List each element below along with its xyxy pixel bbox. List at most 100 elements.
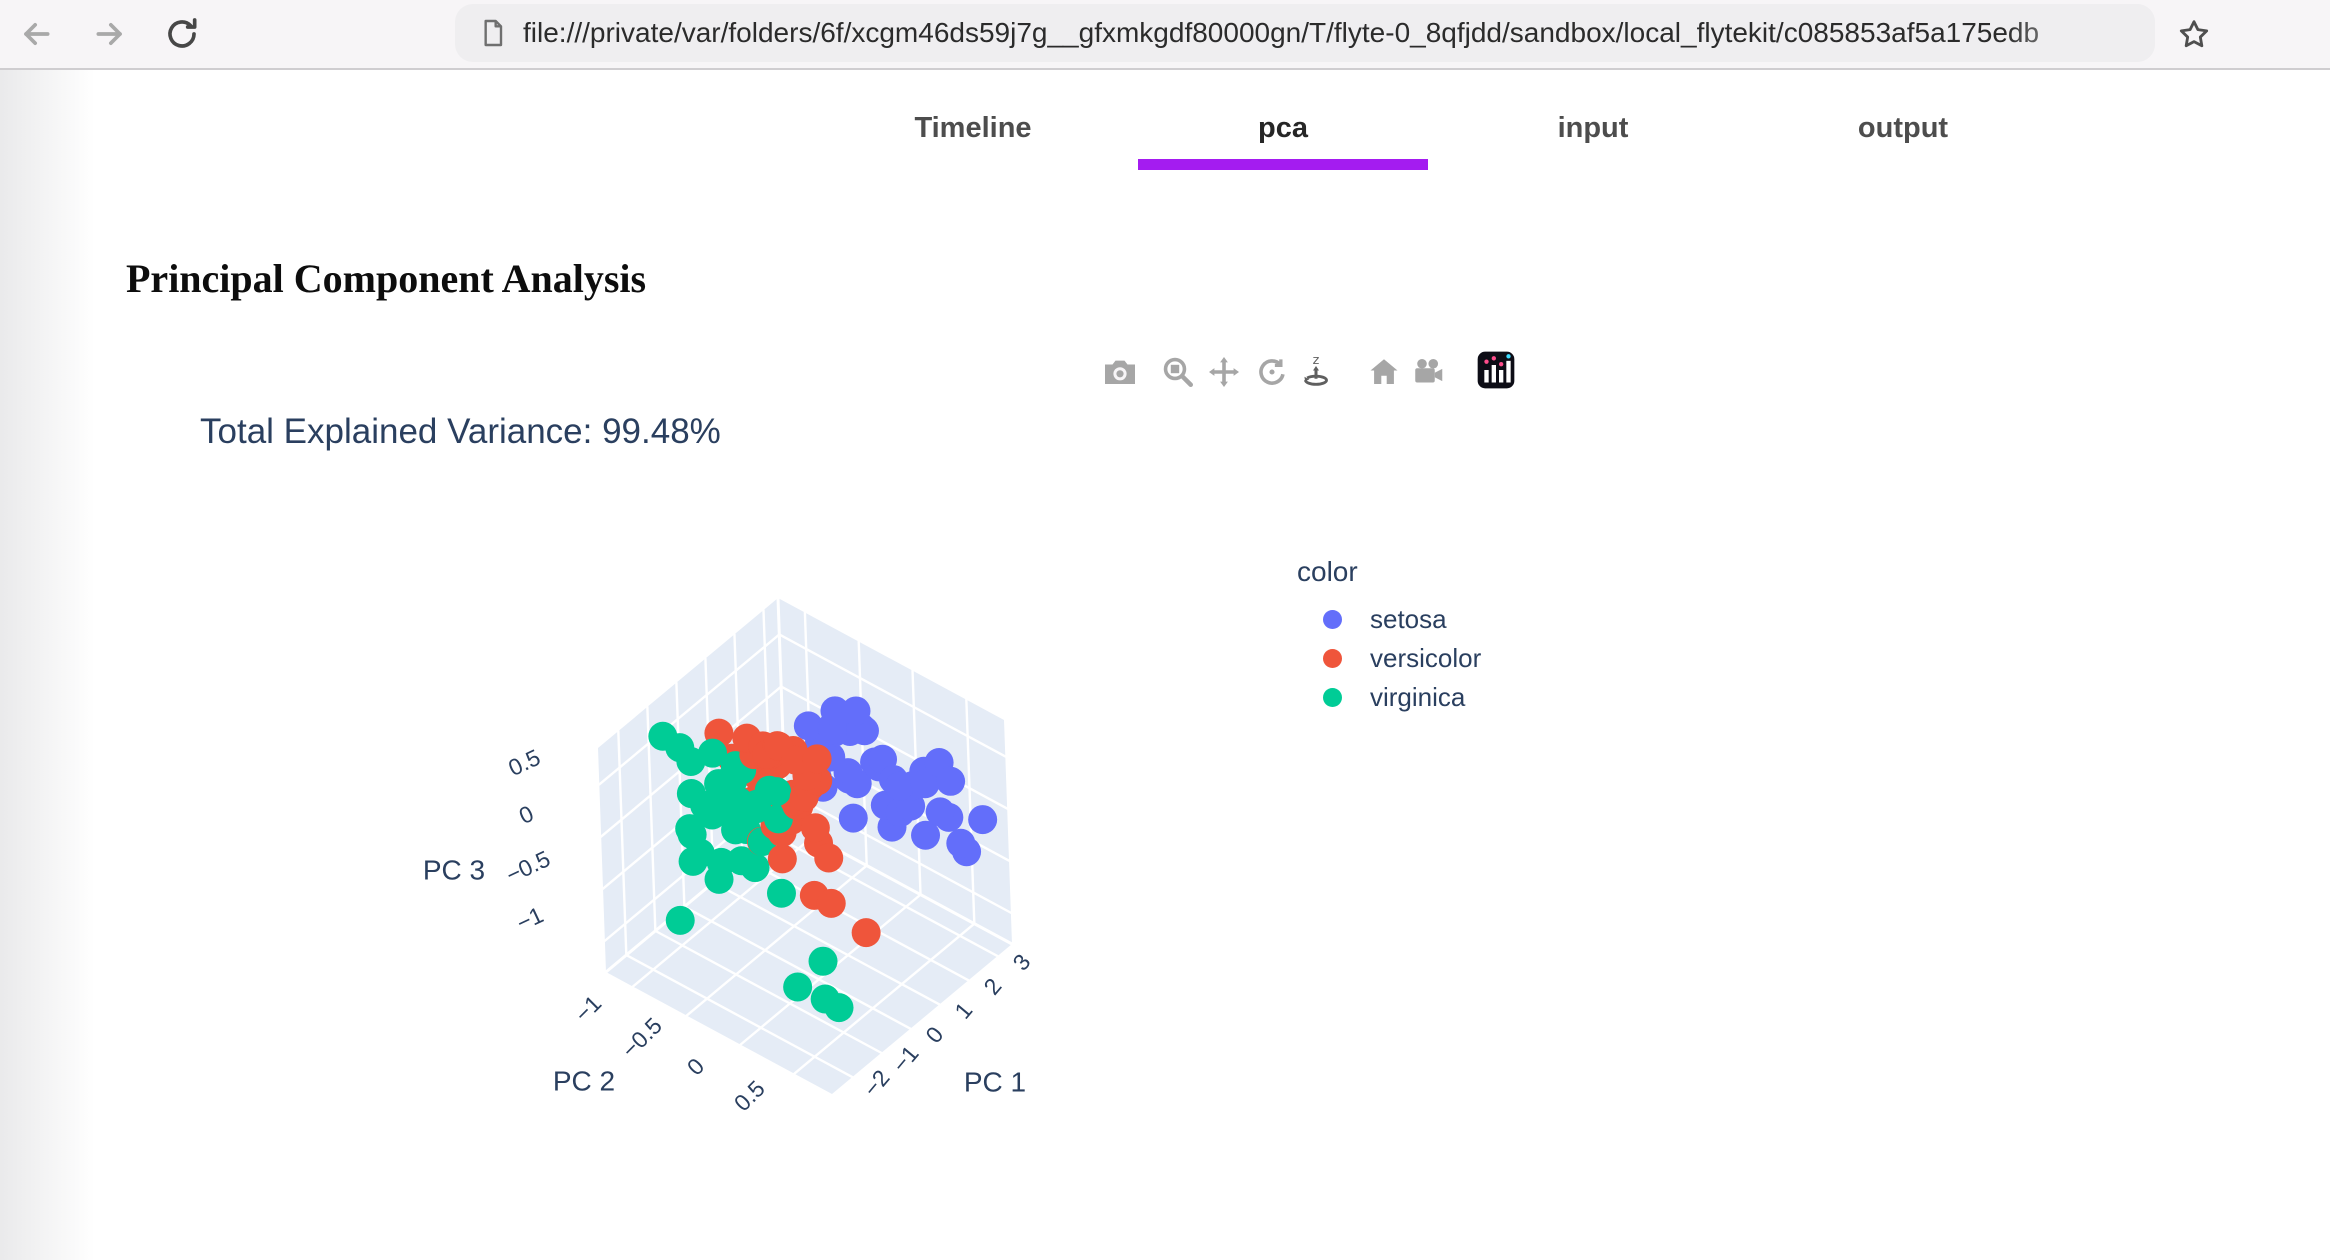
deck-tab-bar: Timeline pca input output <box>818 108 2058 178</box>
data-point-setosa <box>885 771 915 801</box>
browser-toolbar: file:///private/var/folders/6f/xcgm46ds5… <box>0 0 2330 70</box>
x-tick-label: 3 <box>1007 949 1035 976</box>
legend-swatch-setosa <box>1323 610 1342 629</box>
data-point-setosa <box>968 805 998 835</box>
data-point-virginica <box>766 878 796 908</box>
left-edge-shadow <box>0 70 95 1260</box>
plotly-logo-button[interactable] <box>1476 350 1516 390</box>
svg-text:z: z <box>1313 354 1320 368</box>
y-axis-title: PC 2 <box>553 1066 615 1097</box>
bookmark-star-button[interactable] <box>2172 13 2216 57</box>
grid-line <box>778 633 1007 758</box>
legend-swatch-versicolor <box>1323 649 1342 668</box>
orbit-rotation-button[interactable] <box>1252 352 1292 392</box>
data-point-setosa <box>842 769 872 799</box>
chart-legend: color setosa versicolor virginica <box>1297 556 1481 717</box>
back-button[interactable] <box>14 12 58 56</box>
grid-line <box>598 633 781 786</box>
legend-title: color <box>1297 556 1358 587</box>
url-fade <box>2005 4 2155 62</box>
data-point-virginica <box>762 777 792 807</box>
data-point-setosa <box>911 820 941 850</box>
y-tick-label: −0.5 <box>616 1012 666 1062</box>
tab-timeline[interactable]: Timeline <box>818 108 1128 178</box>
tab-output-label: output <box>1857 112 1949 144</box>
data-point-versicolor <box>802 744 832 774</box>
bookmark-star-icon <box>2179 20 2209 48</box>
data-point-virginica <box>675 814 705 844</box>
tab-input[interactable]: input <box>1438 108 1748 178</box>
y-tick-label: 0.5 <box>729 1075 770 1116</box>
data-point-versicolor <box>851 918 881 948</box>
data-point-virginica <box>808 946 838 976</box>
reload-icon <box>168 18 197 48</box>
tab-input-label: input <box>1557 112 1629 144</box>
z-tick-label: 0 <box>515 800 538 829</box>
data-point-setosa <box>838 803 868 833</box>
x-tick-label: 0 <box>920 1021 948 1048</box>
orbit-rotation-icon <box>1259 359 1285 385</box>
z-tick-label: 0.5 <box>504 744 544 781</box>
tab-pca[interactable]: pca <box>1128 108 1438 178</box>
x-axis-title: PC 1 <box>964 1067 1026 1098</box>
y-tick-label: −1 <box>569 990 606 1027</box>
legend-label-setosa: setosa <box>1370 604 1447 634</box>
x-tick-label: 1 <box>949 997 977 1024</box>
data-point-setosa <box>910 769 940 799</box>
magnifier-zoom-icon <box>1163 357 1193 387</box>
data-point-virginica <box>783 972 813 1002</box>
pan-button[interactable] <box>1204 352 1244 392</box>
legend-item-versicolor[interactable]: versicolor <box>1297 639 1481 678</box>
data-point-virginica <box>824 993 854 1023</box>
data-point-virginica <box>698 738 728 768</box>
legend-item-virginica[interactable]: virginica <box>1297 678 1481 717</box>
active-tab-indicator <box>1138 159 1428 170</box>
page-title: Principal Component Analysis <box>126 256 647 301</box>
data-point-setosa <box>820 696 850 726</box>
data-point-setosa <box>946 828 976 858</box>
z-tick-label: −1 <box>513 901 548 936</box>
reload-button[interactable] <box>160 12 204 56</box>
data-point-versicolor <box>814 843 844 873</box>
y-tick-label: 0 <box>682 1053 709 1080</box>
tab-pca-label: pca <box>1258 112 1308 144</box>
pan-arrows-icon <box>1209 357 1239 387</box>
home-icon <box>1370 359 1398 384</box>
data-point-setosa <box>936 766 966 796</box>
chart-title: Total Explained Variance: 99.48% <box>200 412 721 451</box>
legend-item-setosa[interactable]: setosa <box>1297 600 1481 639</box>
grid-line <box>779 685 1009 810</box>
data-point-versicolor <box>800 813 830 843</box>
camera-icon <box>1105 360 1135 384</box>
tab-output[interactable]: output <box>1748 108 2058 178</box>
data-point-versicolor <box>767 844 797 874</box>
grid-line <box>783 789 1013 914</box>
data-point-virginica <box>740 853 770 883</box>
tab-timeline-label: Timeline <box>914 112 1032 144</box>
data-point-setosa <box>793 711 823 741</box>
grid-line <box>793 922 976 1075</box>
z-axis-title: PC 3 <box>423 855 485 886</box>
turntable-rotation-icon: z <box>1304 354 1328 386</box>
page-document-icon <box>484 19 503 47</box>
data-point-versicolor <box>781 745 811 775</box>
data-point-setosa <box>841 696 871 726</box>
zoom-button[interactable] <box>1158 352 1198 392</box>
reset-camera-home-button[interactable] <box>1364 352 1404 392</box>
x-tick-label: −2 <box>858 1065 895 1102</box>
data-point-versicolor <box>816 888 846 918</box>
camera-snapshot-button[interactable] <box>1100 352 1140 392</box>
forward-button[interactable] <box>88 12 132 56</box>
z-tick-label: −0.5 <box>502 845 554 888</box>
reset-camera-last-save-button[interactable] <box>1408 352 1448 392</box>
plotly-logo-icon <box>1477 351 1515 389</box>
forward-arrow-icon <box>96 23 122 46</box>
address-bar[interactable]: file:///private/var/folders/6f/xcgm46ds5… <box>455 4 2155 62</box>
movie-camera-icon <box>1415 358 1443 383</box>
data-point-virginica <box>665 905 695 935</box>
url-text: file:///private/var/folders/6f/xcgm46ds5… <box>523 17 2040 48</box>
turntable-rotation-button[interactable]: z <box>1296 352 1336 392</box>
x-tick-label: 2 <box>978 973 1006 1000</box>
